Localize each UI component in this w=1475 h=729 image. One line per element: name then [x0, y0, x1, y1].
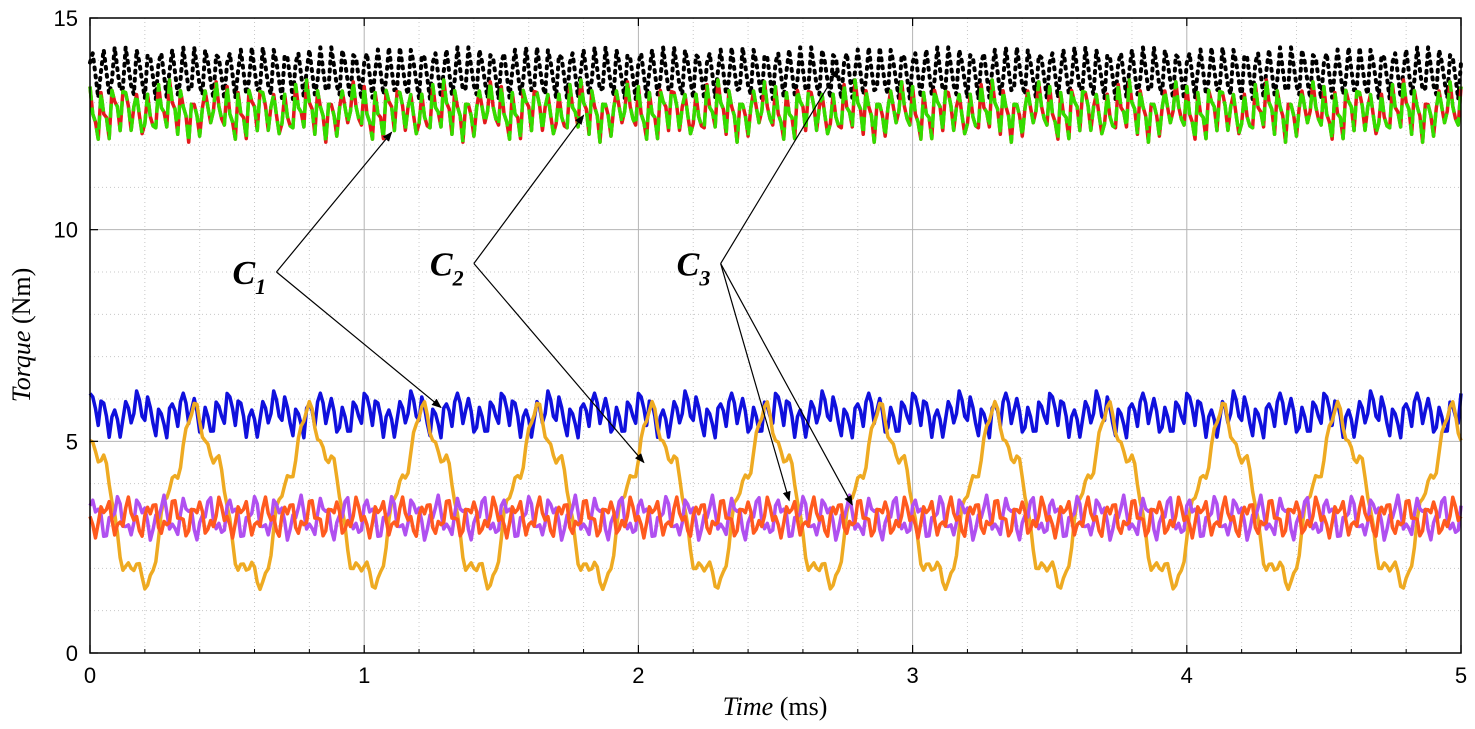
series-group: [88, 45, 1463, 592]
annotation-letter: C: [430, 247, 453, 284]
annotation-arrow: [275, 131, 393, 273]
series-line-6: [88, 495, 1463, 540]
y-tick-label: 10: [54, 218, 78, 243]
series-line-2: [88, 78, 1463, 144]
x-axis-title-unit: (ms): [773, 692, 827, 721]
annotation-arrow: [473, 263, 645, 464]
annotation-label-1: C1: [232, 255, 266, 299]
x-tick-label: 5: [1455, 663, 1467, 688]
annotation-subscript: 1: [255, 274, 266, 299]
tick-group: 0 1 2 3 4 5 0 5 10 15: [54, 6, 1468, 688]
annotation-letter: C: [677, 247, 700, 284]
plot-area: [90, 18, 1461, 653]
annotation-subscript: 3: [698, 266, 710, 291]
plot-frame: [89, 17, 1462, 654]
x-tick-label: 0: [84, 663, 96, 688]
annotation-label-2: C2: [430, 247, 464, 291]
y-tick-label: 5: [66, 429, 78, 454]
x-tick-label: 1: [358, 663, 370, 688]
series-line-5: [88, 493, 1463, 542]
x-tick-label: 4: [1181, 663, 1193, 688]
y-tick-label: 15: [54, 6, 78, 31]
series-line-3: [88, 389, 1463, 440]
y-axis-title: Torque (Nm): [7, 268, 36, 403]
annotation-arrow: [720, 263, 791, 502]
y-tick-label: 0: [66, 641, 78, 666]
y-axis-title-main: Torque: [7, 331, 36, 403]
x-tick-label: 2: [632, 663, 644, 688]
x-tick-label: 3: [906, 663, 918, 688]
x-axis-title: Time (ms): [723, 692, 828, 721]
series-line-4: [89, 399, 1463, 592]
annotation-arrow: [720, 263, 853, 506]
annotation-arrow: [473, 114, 585, 264]
series-line-0: [88, 45, 1463, 102]
y-axis-title-unit: (Nm): [7, 268, 36, 331]
annotation-arrow: [720, 67, 840, 264]
annotation-subscript: 2: [452, 266, 464, 291]
x-axis-title-main: Time: [723, 692, 774, 721]
annotation-letter: C: [232, 255, 255, 292]
annotation-label-3: C3: [677, 247, 711, 291]
annotation-arrow: [276, 271, 442, 409]
